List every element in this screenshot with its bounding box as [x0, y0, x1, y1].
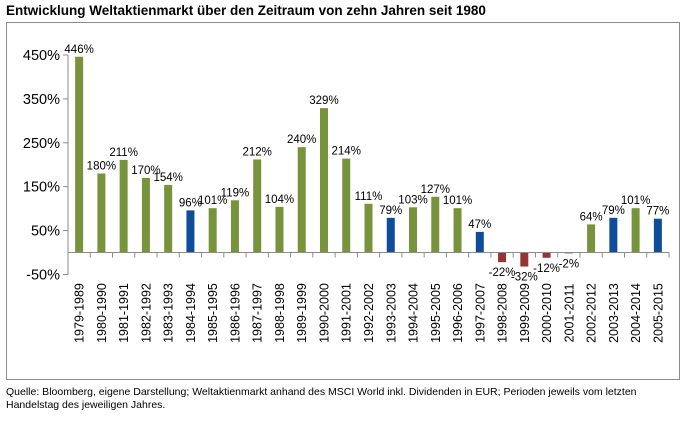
x-tick-label: 1986-1996 [228, 283, 242, 343]
y-axis: -50% 50% 150% 250% 350% 450% [23, 48, 69, 283]
x-tick-label: 2001-2011 [562, 284, 576, 343]
y-tick-label: 450% [23, 48, 60, 64]
data-label: 111% [355, 191, 383, 203]
bars [75, 56, 662, 267]
data-label: 214% [332, 146, 361, 158]
data-label: 104% [265, 194, 294, 206]
x-tick-label: 1979-1989 [73, 283, 87, 343]
bar-2005-2015 [653, 218, 662, 253]
x-tick-label: 1990-2000 [317, 283, 331, 343]
data-label: 446% [64, 44, 93, 56]
data-label: 212% [242, 146, 271, 158]
source-note: Quelle: Bloomberg, eigene Darstellung; W… [6, 386, 637, 411]
y-tick-label: 150% [23, 180, 60, 196]
bar-2002-2012 [587, 224, 596, 253]
data-label: 103% [398, 194, 427, 206]
bar-1996-2006 [453, 208, 462, 253]
bar-2000-2010 [542, 252, 551, 258]
y-tick-label: 50% [31, 224, 60, 240]
data-label: -22% [489, 267, 516, 279]
bar-1990-2000 [319, 108, 328, 253]
data-label: 64% [580, 211, 603, 223]
bar-1993-2003 [386, 217, 395, 253]
x-tick-label: 1980-1990 [95, 283, 109, 343]
data-label: -12% [533, 263, 560, 275]
bar-1984-1994 [186, 210, 195, 253]
x-tick-label: 2000-2010 [540, 283, 554, 343]
x-tick-label: 1996-2006 [451, 283, 465, 343]
data-label: 240% [287, 134, 316, 146]
bar-1995-2005 [431, 196, 440, 253]
data-label: 119% [221, 187, 250, 199]
bar-1999-2009 [520, 252, 529, 267]
y-tick-label: -50% [26, 267, 60, 283]
x-tick-label: 2004-2014 [629, 283, 643, 343]
bar-1991-2001 [342, 158, 351, 253]
x-tick-label: 1998-2008 [496, 283, 510, 343]
x-tick-label: 2002-2012 [585, 283, 599, 343]
bar-1980-1990 [97, 173, 106, 253]
x-tick-label: 1989-1999 [295, 283, 309, 343]
x-tick-label: 1999-2009 [518, 283, 532, 343]
x-tick-label: 2003-2013 [607, 283, 621, 343]
x-tick-label: 1982-1992 [139, 283, 153, 343]
x-axis: 1979-1989 1980-1990 1981-1991 1982-1992 1983… [67, 252, 670, 343]
data-label: -2% [559, 258, 579, 270]
data-label: 96% [179, 197, 202, 209]
x-tick-label: 1984-1994 [184, 283, 198, 343]
data-labels: 446%180%211%170%154%96%101%119%212%104%2… [64, 44, 669, 284]
data-label: 101% [621, 195, 650, 207]
x-tick-label: 1997-2007 [473, 283, 487, 343]
x-tick-label: 1983-1993 [162, 283, 176, 343]
data-label: 77% [646, 206, 669, 218]
x-tick-label: 1993-2003 [384, 283, 398, 343]
y-tick-label: 250% [23, 136, 60, 152]
data-label: 170% [131, 165, 160, 177]
bar-1988-1998 [275, 206, 284, 253]
data-label: 127% [421, 184, 450, 196]
x-tick-label: 1995-2005 [429, 283, 443, 343]
data-label: 79% [602, 205, 625, 217]
bar-1997-2007 [475, 231, 484, 253]
x-tick-label: 1981-1991 [117, 283, 131, 343]
bar-1983-1993 [164, 184, 173, 253]
data-label: 180% [87, 161, 116, 173]
chart-frame: -50% 50% 150% 250% 350% 450% 446% 180% 211% 170%… [6, 22, 680, 380]
x-tick-label: 1987-1997 [251, 283, 265, 343]
data-label: 211% [109, 147, 138, 159]
data-label: 101% [198, 195, 227, 207]
x-tick-label: 1991-2001 [340, 283, 354, 343]
data-label: 154% [153, 172, 182, 184]
data-label: 47% [468, 219, 491, 231]
data-label: 101% [443, 195, 472, 207]
bar-2003-2013 [609, 217, 618, 253]
bar-1989-1999 [297, 147, 306, 253]
chart-title: Entwicklung Weltaktienmarkt über den Zei… [6, 3, 486, 18]
x-tick-label: 1988-1998 [273, 283, 287, 343]
bar-1986-1996 [230, 200, 239, 253]
x-tick-label: 2005-2015 [651, 283, 665, 343]
x-tick-label: 1994-2004 [407, 283, 421, 343]
data-label: 329% [309, 95, 338, 107]
x-tick-label: 1992-2002 [362, 283, 376, 343]
bar-1987-1997 [253, 159, 262, 253]
bar-1982-1992 [141, 177, 150, 253]
bar-1979-1989 [75, 56, 84, 253]
bar-2004-2014 [631, 208, 640, 253]
data-label: -32% [511, 272, 538, 284]
x-tick-label: 1985-1995 [206, 283, 220, 343]
bar-1992-2002 [364, 203, 373, 253]
bar-1998-2008 [498, 252, 507, 263]
bar-chart: -50% 50% 150% 250% 350% 450% 446% 180% 211% 170%… [23, 44, 670, 343]
bar-1985-1995 [208, 208, 217, 253]
bar-1981-1991 [119, 159, 128, 253]
data-label: 79% [379, 205, 402, 217]
y-tick-label: 350% [23, 92, 60, 108]
bar-1994-2004 [409, 207, 418, 253]
